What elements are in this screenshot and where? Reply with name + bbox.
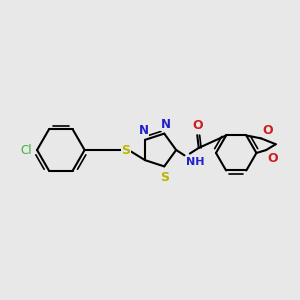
Text: O: O	[263, 124, 273, 136]
Text: O: O	[192, 118, 202, 132]
Text: S: S	[160, 171, 169, 184]
Text: N: N	[161, 118, 171, 130]
Text: S: S	[121, 143, 130, 157]
Text: Cl: Cl	[20, 143, 32, 157]
Text: O: O	[268, 152, 278, 165]
Text: N: N	[139, 124, 148, 137]
Text: NH: NH	[186, 157, 204, 166]
